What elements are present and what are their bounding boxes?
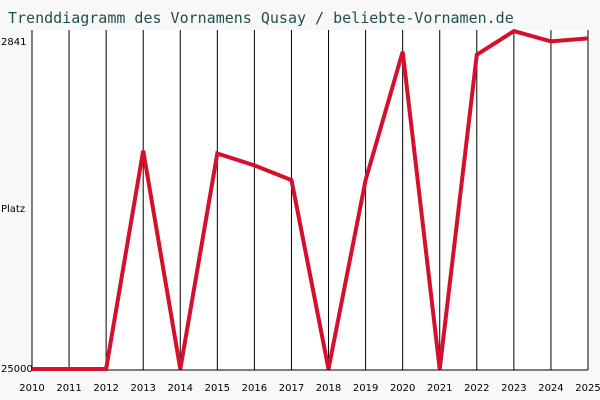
x-tick-label: 2022 — [464, 383, 489, 394]
x-tick-label: 2020 — [390, 383, 415, 394]
x-tick-label: 2021 — [427, 383, 452, 394]
x-tick-label: 2011 — [56, 383, 81, 394]
series-line — [32, 28, 589, 371]
y-axis-label: Platz — [1, 204, 25, 215]
x-tick-label: 2017 — [279, 383, 304, 394]
x-tick-label: 2015 — [205, 383, 230, 394]
x-tick-label: 2012 — [93, 383, 118, 394]
x-tick-label: 2018 — [316, 383, 341, 394]
grid-lines — [31, 30, 589, 370]
x-tick-label: 2014 — [168, 383, 193, 394]
plot-area — [32, 30, 588, 370]
series-lines — [32, 28, 589, 371]
tick-labels: 2010 2011 2012 2013 2014 2015 2016 2017 2018 2019… — [1, 37, 600, 394]
x-tick-label: 2013 — [130, 383, 155, 394]
y-tick-label: 25000 — [1, 364, 33, 375]
x-tick-label: 2024 — [538, 383, 563, 394]
x-tick-label: 2019 — [353, 383, 378, 394]
x-tick-label: 2016 — [242, 383, 267, 394]
axes — [31, 30, 588, 371]
x-tick-label: 2025 — [575, 383, 600, 394]
chart-title: Trenddiagramm des Vornamens Qusay / beli… — [8, 9, 514, 27]
x-tick-label: 2010 — [19, 383, 44, 394]
y-tick-label: 2841 — [1, 37, 26, 48]
x-tick-label: 2023 — [501, 383, 526, 394]
